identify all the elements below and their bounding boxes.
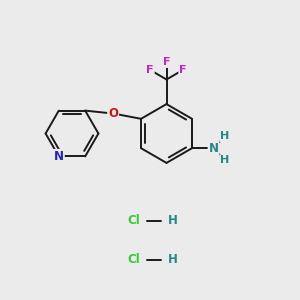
Text: H: H	[168, 253, 177, 266]
Text: H: H	[220, 155, 230, 165]
Text: F: F	[179, 65, 187, 75]
Text: N: N	[208, 142, 219, 155]
Text: N: N	[54, 150, 64, 163]
Text: H: H	[168, 214, 177, 227]
Text: Cl: Cl	[127, 214, 140, 227]
Text: H: H	[220, 131, 230, 141]
Text: F: F	[163, 57, 170, 67]
Text: O: O	[108, 107, 118, 120]
Text: F: F	[146, 65, 154, 75]
Text: Cl: Cl	[127, 253, 140, 266]
